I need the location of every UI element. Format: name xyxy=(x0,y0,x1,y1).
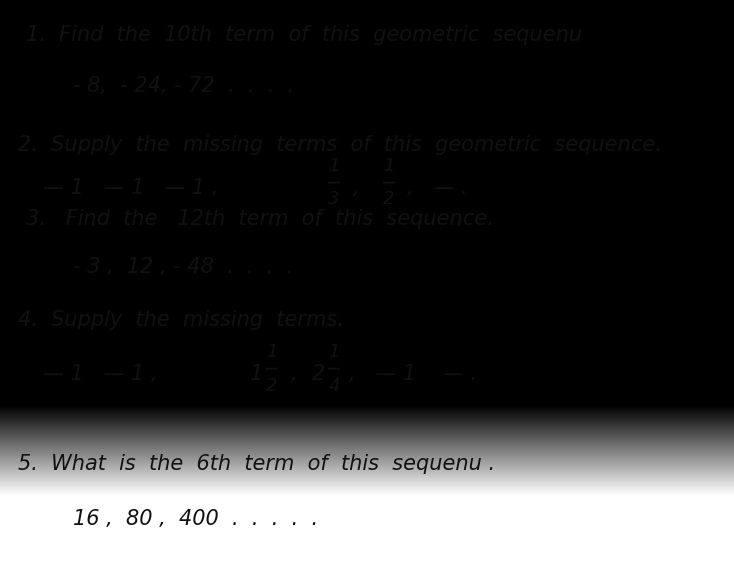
Text: ,   — 1    — .: , — 1 — . xyxy=(349,364,476,384)
Text: 1: 1 xyxy=(328,157,340,175)
Text: 1: 1 xyxy=(383,157,395,175)
Text: 16 ,  80 ,  400  .  .  .  .  .: 16 , 80 , 400 . . . . . xyxy=(73,509,319,528)
Text: ,   — .: , — . xyxy=(407,178,468,197)
Text: — 1   — 1   — 1 ,: — 1 — 1 — 1 , xyxy=(43,178,218,197)
Text: 2: 2 xyxy=(312,364,325,384)
Text: - 8,  - 24, - 72  .  .  .  .: - 8, - 24, - 72 . . . . xyxy=(73,76,294,96)
Text: 4: 4 xyxy=(328,377,340,395)
Text: 2: 2 xyxy=(266,377,277,395)
Text: 1: 1 xyxy=(266,343,277,361)
Text: 2.  Supply  the  missing  terms  of  this  geometric  sequence.: 2. Supply the missing terms of this geom… xyxy=(18,135,662,155)
Text: 4.  Supply  the  missing  terms.: 4. Supply the missing terms. xyxy=(18,310,344,330)
Text: - 3 ,  12 , - 48  .  .  .  .: - 3 , 12 , - 48 . . . . xyxy=(73,257,294,276)
Text: 3.   Find  the   12th  term  of  this  sequence.: 3. Find the 12th term of this sequence. xyxy=(26,209,493,228)
Text: — 1   — 1 ,: — 1 — 1 , xyxy=(43,364,157,384)
Text: 1.  Find  the  10th  term  of  this  geometric  sequenu: 1. Find the 10th term of this geometric … xyxy=(26,25,582,45)
Text: 2: 2 xyxy=(383,191,395,209)
Text: 1: 1 xyxy=(250,364,263,384)
Text: 5.  What  is  the  6th  term  of  this  sequenu .: 5. What is the 6th term of this sequenu … xyxy=(18,454,495,474)
Text: 3: 3 xyxy=(328,191,340,209)
Text: ,: , xyxy=(291,364,297,384)
Text: ,: , xyxy=(353,178,360,197)
Text: 1: 1 xyxy=(328,343,340,361)
